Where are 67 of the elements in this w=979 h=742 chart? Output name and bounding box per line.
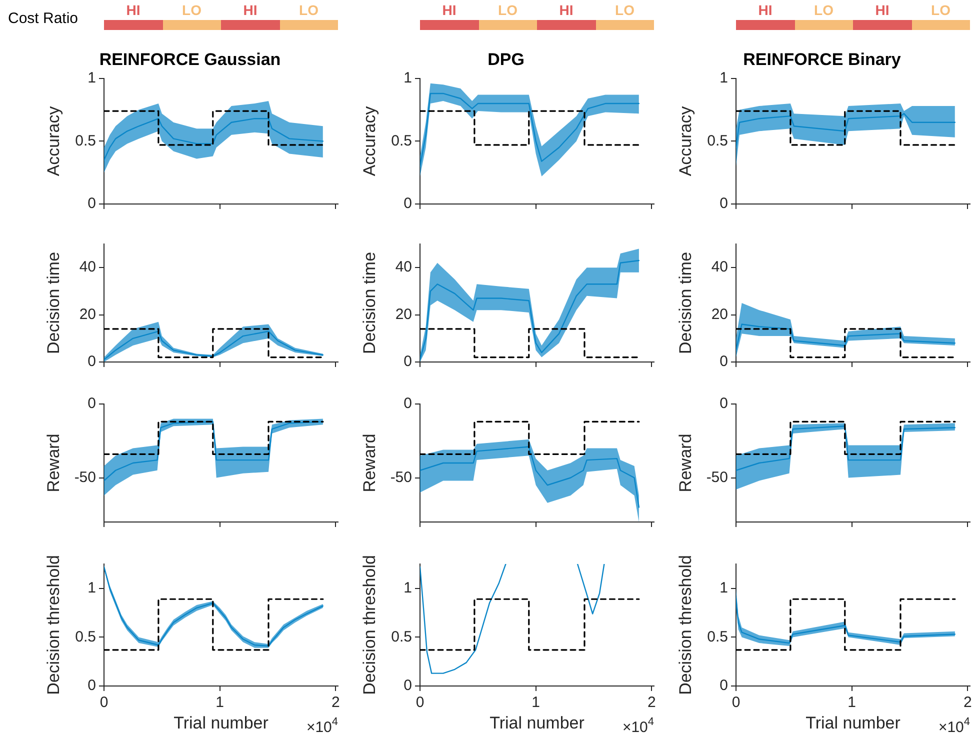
y-axis-title: Decision threshold — [676, 555, 695, 695]
y-axis-title: Accuracy — [44, 106, 63, 176]
segmented-strip: HI LO HI LO — [420, 0, 654, 34]
y-tick-label: -50 — [74, 468, 96, 486]
y-tick-label: 0.5 — [75, 628, 96, 646]
x-tick-label: 1 — [848, 694, 856, 712]
y-axis-title: Decision threshold — [360, 555, 379, 695]
chart-title: DPG — [488, 50, 524, 69]
y-tick-label: 0 — [88, 195, 96, 212]
y-tick-label: 0 — [404, 395, 412, 412]
y-tick-label: 40 — [711, 258, 728, 276]
x-tick-label: 1 — [216, 694, 224, 712]
y-tick-label: 40 — [79, 258, 96, 276]
y-tick-label: 0 — [720, 395, 728, 412]
y-axis-title: Reward — [360, 434, 379, 492]
y-tick-label: 0 — [720, 353, 728, 370]
y-tick-label: 0 — [720, 195, 728, 212]
y-tick-label: -50 — [706, 468, 728, 486]
y-axis-title: Decision time — [44, 252, 63, 354]
category-label: HI — [126, 1, 140, 20]
x-tick-label: 2 — [332, 694, 340, 712]
x-tick-label: 1 — [532, 694, 540, 712]
category-label: LO — [299, 1, 318, 20]
x-tick-label: 0 — [732, 694, 740, 712]
y-axis-title: Reward — [44, 434, 63, 492]
x-tick-label: 0 — [100, 694, 108, 712]
y-axis-title: Decision time — [360, 252, 379, 354]
x-axis-title: Trial number — [174, 713, 269, 732]
y-tick-label: 20 — [79, 306, 96, 323]
y-tick-label: 0 — [404, 353, 412, 370]
y-tick-label: 1 — [88, 70, 96, 87]
y-tick-label: 0 — [404, 195, 412, 212]
y-tick-label: 0 — [88, 677, 96, 694]
y-tick-label: -50 — [390, 468, 412, 486]
y-tick-label: 1 — [720, 580, 728, 597]
y-axis-title: Reward — [676, 434, 695, 492]
y-tick-label: 0 — [88, 353, 96, 370]
chart-title: REINFORCE Gaussian — [99, 50, 281, 69]
y-tick-label: 1 — [404, 580, 412, 597]
y-tick-label: 1 — [404, 70, 412, 87]
category-label: HI — [243, 1, 258, 20]
y-tick-label: 1 — [720, 70, 728, 87]
chart-title: REINFORCE Binary — [743, 50, 902, 69]
y-tick-label: 20 — [395, 306, 412, 323]
text: Cost Ratio — [8, 10, 78, 27]
x-tick-label: 2 — [648, 694, 656, 712]
y-axis-title: Decision time — [676, 252, 695, 354]
y-tick-label: 20 — [711, 306, 728, 323]
y-tick-label: 0 — [88, 395, 96, 412]
category-label: LO — [182, 1, 202, 20]
y-tick-label: 0.5 — [707, 628, 728, 646]
y-axis-title: Accuracy — [676, 106, 695, 176]
y-tick-label: 0.5 — [391, 628, 412, 646]
segmented-strip: HI LO HI LO — [736, 0, 970, 34]
y-tick-label: 40 — [395, 258, 412, 276]
x-tick-label: 0 — [416, 694, 424, 712]
y-tick-label: 0.5 — [391, 132, 412, 150]
x-axis-title: Trial number — [490, 713, 585, 732]
x-tick-label: 2 — [964, 694, 972, 712]
y-tick-label: 0 — [404, 677, 412, 694]
y-tick-label: 0.5 — [75, 132, 96, 150]
y-tick-label: 0 — [720, 677, 728, 694]
y-tick-label: 0.5 — [707, 132, 728, 150]
x-axis-title: Trial number — [806, 713, 901, 732]
y-tick-label: 1 — [88, 580, 96, 597]
y-axis-title: Accuracy — [360, 106, 379, 176]
y-axis-title: Decision threshold — [44, 555, 63, 695]
